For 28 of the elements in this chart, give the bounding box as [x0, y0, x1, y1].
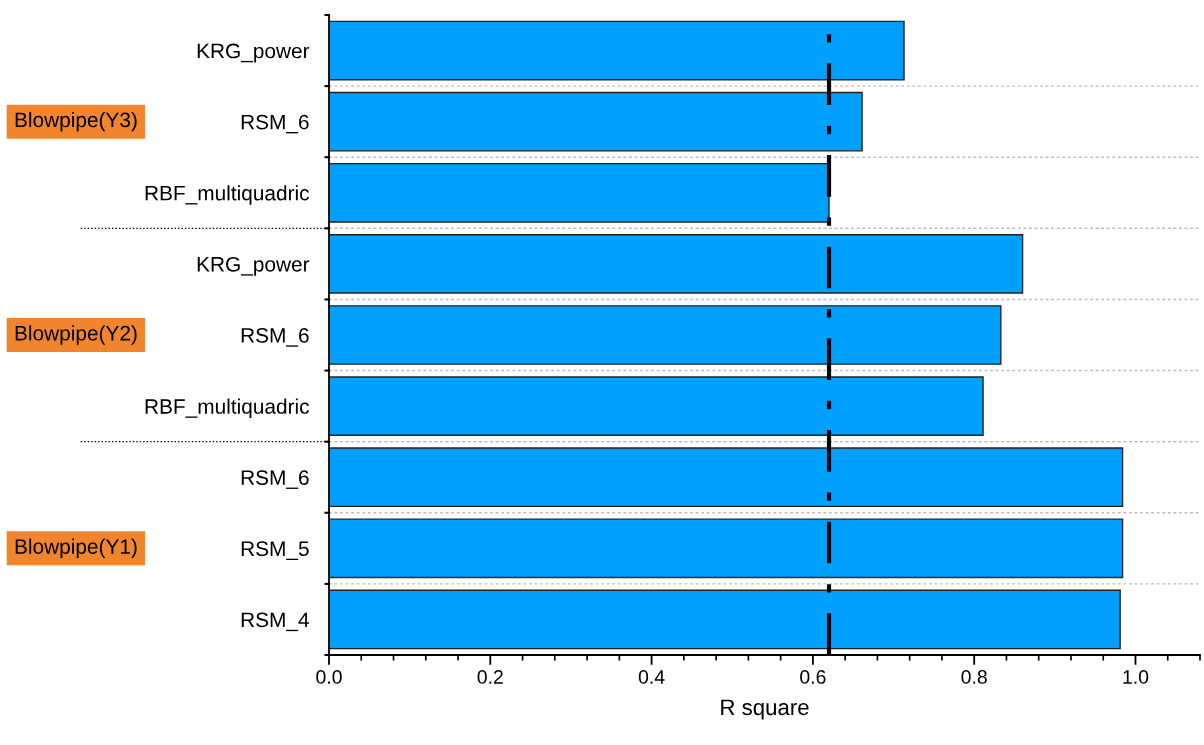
bar — [329, 518, 1124, 579]
x-tick-label: 0.4 — [638, 670, 665, 684]
x-tick-label: 0.0 — [316, 670, 342, 684]
y-tick-label: RSM_6 — [241, 114, 309, 134]
bar — [329, 234, 1024, 294]
y-tick-label: RBF_multiquadric — [145, 398, 310, 418]
x-axis-title: R square — [721, 699, 809, 720]
bar — [329, 20, 905, 81]
x-tick-label: 1.0 — [1123, 670, 1149, 684]
x-tick-label: 0.6 — [800, 670, 826, 684]
bar — [329, 305, 1002, 365]
bar — [329, 589, 1121, 650]
text: Blowpipe(Y2) — [15, 325, 137, 345]
y-tick-label: KRG_power — [197, 256, 310, 276]
y-tick-label: RSM_5 — [241, 541, 309, 561]
y-tick-label: RSM_4 — [241, 612, 309, 632]
y-tick-label: KRG_power — [197, 43, 310, 63]
bar — [329, 162, 830, 223]
y-tick-label: RSM_6 — [241, 470, 309, 489]
x-tick-label: 0.2 — [477, 670, 503, 684]
bar — [329, 376, 984, 436]
text: Blowpipe(Y1) — [15, 538, 137, 559]
bar — [329, 447, 1124, 508]
y-tick-label: RBF_multiquadric — [145, 185, 310, 205]
bar — [329, 91, 863, 152]
y-tick-label: RSM_6 — [241, 328, 309, 347]
x-tick-label: 0.8 — [961, 670, 987, 684]
text: Blowpipe(Y3) — [15, 111, 137, 132]
